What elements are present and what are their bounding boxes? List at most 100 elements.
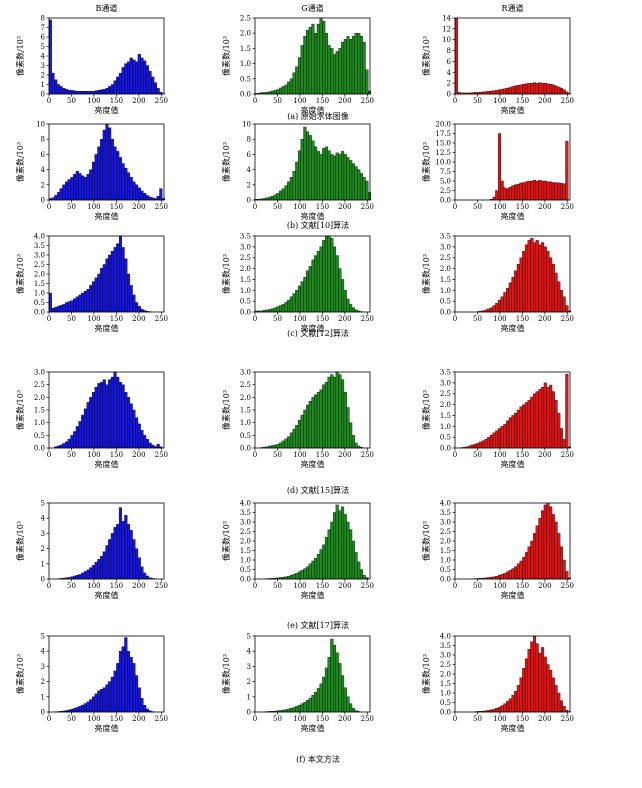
hist-3-G-bar xyxy=(322,385,325,448)
hist-0-G-bar xyxy=(341,42,344,94)
hist-3-G-bar xyxy=(314,395,317,448)
hist-5-G-ytick-label: 5 xyxy=(247,633,251,641)
hist-4-G-bar xyxy=(349,530,352,579)
hist-3-R-bar xyxy=(549,385,552,448)
hist-3-R-ytick-label: 2.5 xyxy=(440,390,451,398)
hist-0-B-bar xyxy=(130,58,133,94)
hist-5-G-bar xyxy=(328,657,331,712)
hist-2-G-bar xyxy=(344,290,347,312)
hist-2-B-bar xyxy=(95,278,98,312)
hist-0-G-bar xyxy=(304,36,307,94)
hist-3-B-bar xyxy=(81,415,84,448)
hist-1-R-ytick-label: 12.5 xyxy=(435,149,451,157)
hist-0-B-bar xyxy=(124,64,127,94)
hist-3-B-bar xyxy=(127,397,130,448)
hist-5-B-ytick-label: 0 xyxy=(41,709,45,717)
hist-1-B-bar xyxy=(133,182,136,200)
hist-0-B-bar xyxy=(100,90,103,94)
hist-2-G-xlabel: 亮度值 xyxy=(301,323,325,333)
hist-3-B-bar xyxy=(73,432,76,448)
hist-4-R-bar xyxy=(514,567,517,579)
hist-2-R-bar xyxy=(493,305,496,312)
hist-1-B-bar xyxy=(122,164,125,200)
hist-0-G-ytick-label: 0.0 xyxy=(240,91,251,99)
hist-4-R-ytick-label: 0.5 xyxy=(440,566,451,574)
hist-3-R-bar xyxy=(506,421,509,448)
hist-2-R-xtick-label: 250 xyxy=(561,315,574,323)
hist-4-G-bar xyxy=(322,545,325,579)
hist-3-B-bar xyxy=(111,377,114,448)
hist-4-R-ytick-label: 3.0 xyxy=(440,519,451,527)
hist-0-R-bar xyxy=(539,83,542,94)
hist-3-R-bar xyxy=(477,443,480,448)
hist-0-B-xtick-label: 50 xyxy=(67,97,76,105)
hist-3-R-bar xyxy=(490,435,493,448)
hist-1-R-bar xyxy=(557,183,560,200)
hist-5-R-bar xyxy=(555,685,558,712)
hist-3-B-xtick-label: 150 xyxy=(110,451,123,459)
hist-0-B-bar xyxy=(157,88,160,94)
hist-3-R-xtick-label: 200 xyxy=(538,451,551,459)
hist-3-B-bar xyxy=(84,409,87,448)
hist-3-G-xtick-label: 50 xyxy=(273,451,282,459)
hist-2-G-bar xyxy=(279,305,282,312)
hist-1-B-ytick-label: 2 xyxy=(41,181,45,189)
hist-0-R-bar xyxy=(495,90,498,94)
hist-5-B-bar xyxy=(106,685,109,712)
hist-0-B-bar xyxy=(154,83,157,94)
hist-4-B-bar xyxy=(124,515,127,579)
hist-0-G-bar xyxy=(298,58,301,94)
hist-5-G-bar xyxy=(317,688,320,712)
hist-1-G-bar xyxy=(290,177,293,200)
hist-0-R-bar xyxy=(517,85,520,94)
hist-1-G-bar xyxy=(285,186,288,200)
hist-2-G-bar xyxy=(277,307,280,312)
hist-1-B-xtick-label: 100 xyxy=(87,203,100,211)
hist-0-B-ylabel: 像素数/10³ xyxy=(15,36,25,76)
hist-3-B-bar xyxy=(135,418,138,448)
hist-5-B-bar xyxy=(114,671,117,712)
hist-5-R-bar xyxy=(541,647,544,712)
hist-2-G-bar xyxy=(341,279,344,312)
hist-4-B-xtick-label: 0 xyxy=(47,582,51,590)
hist-0-B-bar xyxy=(89,91,92,94)
hist-0-G-bar xyxy=(293,73,296,94)
hist-4-B-ytick-label: 2 xyxy=(41,545,45,553)
hist-1-R-xtick-label: 100 xyxy=(493,203,506,211)
hist-4-R-bar xyxy=(528,547,531,579)
hist-1-R-bar xyxy=(498,134,501,201)
hist-1-G-bar xyxy=(312,141,315,200)
hist-0-R-bar xyxy=(522,84,525,94)
hist-2-R-ylabel: 像素数/10³ xyxy=(421,254,431,294)
hist-5-R-xtick-label: 50 xyxy=(473,715,482,723)
hist-0-R-ytick-label: 8 xyxy=(447,47,451,55)
hist-1-B-bar xyxy=(143,193,146,200)
hist-4-B-xtick-label: 150 xyxy=(110,582,123,590)
hist-2-B-ytick-label: 3.5 xyxy=(34,242,45,250)
hist-0-B-ytick-label: 2 xyxy=(41,72,45,80)
hist-1-R-bar xyxy=(560,183,563,200)
hist-3-G-ytick-label: 1.5 xyxy=(240,407,251,415)
hist-5-G-xtick-label: 150 xyxy=(316,715,329,723)
hist-4-G-bar xyxy=(314,558,317,579)
hist-2-B-bar xyxy=(62,304,65,312)
hist-0-B-bar xyxy=(68,90,71,94)
hist-3-R-bar xyxy=(495,431,498,448)
hist-5-G-bar xyxy=(309,698,312,712)
hist-2-G-bar xyxy=(314,256,317,312)
hist-3-R-bar xyxy=(520,407,523,448)
hist-4-G-bar xyxy=(312,561,315,579)
hist-5-R-ytick-label: 1.5 xyxy=(440,680,451,688)
hist-5-B-ytick-label: 3 xyxy=(41,663,45,671)
hist-5-R-ytick-label: 2.0 xyxy=(440,671,451,679)
hist-0-B-ytick-label: 3 xyxy=(41,62,45,70)
hist-4-G-bar xyxy=(336,505,339,579)
hist-1-G-bar xyxy=(295,162,298,200)
hist-5-R-bar xyxy=(530,642,533,712)
hist-2-B-bar xyxy=(76,297,79,312)
hist-5-B-bar xyxy=(135,676,138,712)
hist-3-B-bar xyxy=(149,443,152,448)
hist-3-G-ytick-label: 0.5 xyxy=(240,432,251,440)
hist-2-G-ytick-label: 1.5 xyxy=(240,276,251,284)
hist-2-B-ytick-label: 4.0 xyxy=(34,233,45,241)
